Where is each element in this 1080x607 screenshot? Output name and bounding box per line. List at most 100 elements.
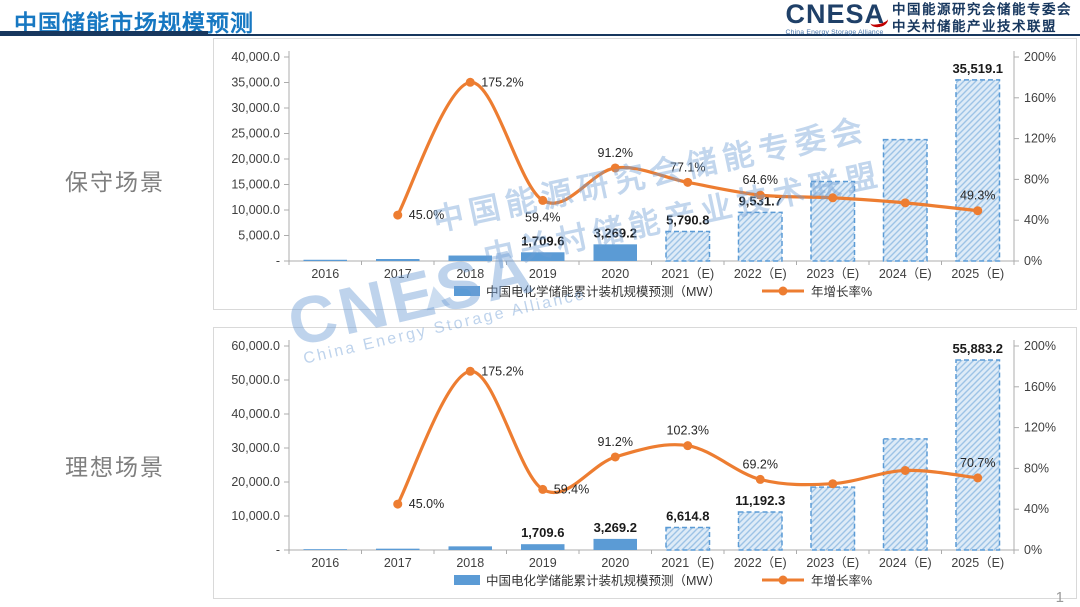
- bar-value-labels: 1,709.63,269.25,790.89,531.735,519.1: [521, 61, 1003, 248]
- line-point-2022（E): [755, 190, 765, 200]
- svg-text:2017: 2017: [384, 556, 412, 570]
- bar-2019: [521, 252, 565, 261]
- svg-text:10,000.0: 10,000.0: [231, 509, 280, 523]
- legend-line-label: 年增长率%: [811, 573, 872, 588]
- svg-text:35,519.1: 35,519.1: [952, 61, 1003, 76]
- bar-2025（E): [955, 359, 1001, 551]
- scenario-label-conservative: 保守场景: [65, 169, 165, 195]
- svg-text:45.0%: 45.0%: [409, 208, 444, 222]
- cnesa-org-names: 中国能源研究会储能专委会 中关村储能产业技术联盟: [892, 2, 1072, 36]
- svg-text:2023（E): 2023（E): [806, 556, 859, 570]
- svg-text:2016: 2016: [311, 556, 339, 570]
- bar-2016: [303, 259, 347, 261]
- svg-text:6,614.8: 6,614.8: [666, 509, 709, 524]
- bar-2018: [448, 546, 492, 550]
- axes: 40,000.0 35,000.0 30,000.0 25,000.0 20,000.0…: [231, 50, 1056, 281]
- cnesa-logo-wordmark: CNESA China Energy Storage Alliance: [785, 1, 890, 36]
- svg-text:70.7%: 70.7%: [960, 456, 995, 470]
- svg-text:3,269.2: 3,269.2: [594, 520, 637, 535]
- svg-text:2018: 2018: [456, 556, 484, 570]
- line-point-2020: [610, 163, 620, 173]
- growth-line-series: [393, 366, 983, 509]
- svg-text:10,000.0: 10,000.0: [231, 203, 280, 217]
- line-point-labels: 45.0% 175.2% 59.4% 91.2% 77.1% 64.6% 49.3%: [409, 75, 996, 224]
- svg-text:200%: 200%: [1024, 50, 1056, 64]
- line-point-2024（E): [900, 198, 910, 208]
- svg-text:55,883.2: 55,883.2: [952, 341, 1003, 356]
- svg-text:20,000.0: 20,000.0: [231, 152, 280, 166]
- line-point-labels: 45.0% 175.2% 59.4% 91.2% 102.3% 69.2% 70.7%: [409, 364, 996, 511]
- line-point-2025（E): [973, 206, 983, 216]
- cnesa-logo-subtext: China Energy Storage Alliance: [785, 29, 884, 36]
- conservative-chart-panel: 40,000.0 35,000.0 30,000.0 25,000.0 20,000.0…: [213, 38, 1077, 310]
- svg-text:11,192.3: 11,192.3: [735, 493, 785, 508]
- line-point-2021（E): [683, 177, 693, 187]
- svg-text:2024（E): 2024（E): [879, 267, 932, 281]
- svg-text:1,709.6: 1,709.6: [521, 233, 564, 248]
- svg-text:15,000.0: 15,000.0: [231, 178, 280, 192]
- svg-text:69.2%: 69.2%: [743, 457, 778, 471]
- line-point-2023（E): [828, 479, 838, 489]
- svg-text:1,709.6: 1,709.6: [521, 525, 564, 540]
- line-point-2025（E): [973, 473, 983, 483]
- org-name-line1: 中国能源研究会储能专委会: [892, 1, 1072, 17]
- bar-2018: [448, 255, 492, 261]
- line-point-2020: [610, 452, 620, 462]
- page-number: 1: [1055, 589, 1064, 606]
- svg-text:160%: 160%: [1024, 91, 1056, 105]
- svg-text:80%: 80%: [1024, 461, 1049, 475]
- svg-text:0%: 0%: [1024, 254, 1042, 268]
- bar-value-labels: 1,709.6 3,269.2 6,614.8 11,192.3 55,883.2: [521, 341, 1003, 540]
- svg-text:40,000.0: 40,000.0: [231, 407, 280, 421]
- axes: 60,000.0 50,000.0 40,000.0 30,000.0 20,000.0…: [231, 339, 1056, 570]
- svg-text:2022（E): 2022（E): [734, 267, 787, 281]
- title-underline: [0, 31, 208, 34]
- legend: 中国电化学储能累计装机规模预测（MW） 年增长率%: [454, 573, 872, 588]
- svg-text:20,000.0: 20,000.0: [231, 475, 280, 489]
- line-point-2023（E): [828, 193, 838, 203]
- svg-text:40%: 40%: [1024, 502, 1049, 516]
- svg-text:49.3%: 49.3%: [960, 189, 995, 203]
- bar-2016: [303, 549, 347, 550]
- legend-bar-swatch: [454, 286, 480, 296]
- line-point-2019: [538, 484, 548, 494]
- svg-text:3,269.2: 3,269.2: [594, 225, 637, 240]
- svg-text:45.0%: 45.0%: [409, 497, 444, 511]
- line-point-2018: [465, 366, 475, 376]
- line-point-2017: [393, 210, 403, 220]
- bar-2023（E): [810, 486, 856, 551]
- svg-text:40,000.0: 40,000.0: [231, 50, 280, 64]
- bar-2020: [593, 538, 637, 550]
- svg-text:91.2%: 91.2%: [598, 435, 633, 449]
- bar-2024（E): [882, 438, 928, 551]
- line-point-2017: [393, 499, 403, 509]
- legend-line-label: 年增长率%: [811, 284, 872, 299]
- combo-chart-svg: 60,000.0 50,000.0 40,000.0 30,000.0 20,000.0…: [231, 339, 1056, 588]
- svg-text:30,000.0: 30,000.0: [231, 101, 280, 115]
- bar-2017: [376, 548, 420, 550]
- svg-text:77.1%: 77.1%: [670, 160, 705, 174]
- svg-text:5,000.0: 5,000.0: [238, 229, 280, 243]
- svg-text:50,000.0: 50,000.0: [231, 373, 280, 387]
- svg-text:2016: 2016: [311, 267, 339, 281]
- legend-bar-label: 中国电化学储能累计装机规模预测（MW）: [486, 284, 721, 299]
- bar-2022（E): [737, 511, 783, 551]
- svg-text:30,000.0: 30,000.0: [231, 441, 280, 455]
- svg-text:2025（E): 2025（E): [951, 267, 1004, 281]
- line-point-2018: [465, 77, 475, 87]
- legend-bar-label: 中国电化学储能累计装机规模预测（MW）: [486, 573, 721, 588]
- svg-text:60,000.0: 60,000.0: [231, 339, 280, 353]
- svg-text:120%: 120%: [1024, 132, 1056, 146]
- svg-text:2021（E): 2021（E): [661, 267, 714, 281]
- header: 中国储能市场规模预测 CNESA China Energy Storage Al…: [0, 0, 1080, 38]
- cnesa-logo: CNESA China Energy Storage Alliance 中国能源…: [785, 1, 1072, 37]
- bar-series: [303, 79, 1001, 262]
- bar-series: [303, 359, 1001, 551]
- bar-2020: [593, 244, 637, 261]
- svg-text:160%: 160%: [1024, 380, 1056, 394]
- line-point-2024（E): [900, 465, 910, 475]
- bar-2021（E): [665, 526, 711, 551]
- svg-text:35,000.0: 35,000.0: [231, 76, 280, 90]
- legend-bar-swatch: [454, 575, 480, 585]
